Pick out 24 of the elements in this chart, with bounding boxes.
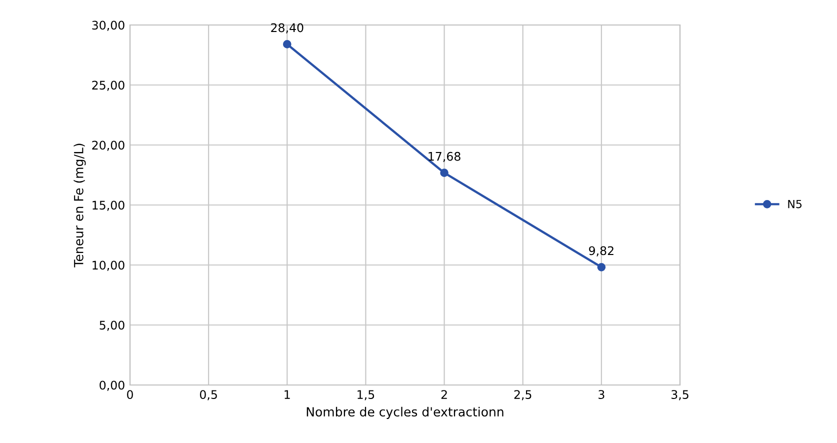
x-tick-label: 3 — [598, 390, 604, 399]
x-tick-label: 3,5 — [672, 390, 688, 400]
x-tick-label: 0,5 — [200, 390, 217, 400]
y-tick-label: 5,00 — [100, 320, 124, 331]
data-label: 9,82 — [589, 246, 614, 256]
data-label: 28,40 — [271, 23, 304, 34]
x-tick-label: 0 — [127, 390, 133, 399]
x-tick-label: 1 — [284, 390, 290, 399]
point — [282, 40, 292, 48]
y-tick-label: 20,00 — [92, 140, 124, 151]
y-tick-label: 15,00 — [92, 200, 124, 211]
y-tick-label: 30,00 — [92, 20, 124, 31]
x-tick-label: 1,5 — [358, 390, 374, 400]
y-tick-label: 10,00 — [92, 260, 124, 271]
x-tick-label: 2 — [441, 390, 447, 399]
y-tick-label: 0,00 — [100, 380, 124, 391]
point — [440, 168, 448, 178]
data-label: 17,68 — [428, 152, 460, 162]
legend-label: N5 — [788, 200, 802, 208]
y-axis-title: Teneur en Fe (mg/L) — [74, 144, 86, 268]
point — [597, 262, 606, 272]
x-axis-title: Nombre de cycles d'extractionn — [306, 406, 504, 419]
y-tick-label: 25,00 — [92, 80, 124, 91]
x-tick-label: 2,5 — [514, 390, 532, 400]
